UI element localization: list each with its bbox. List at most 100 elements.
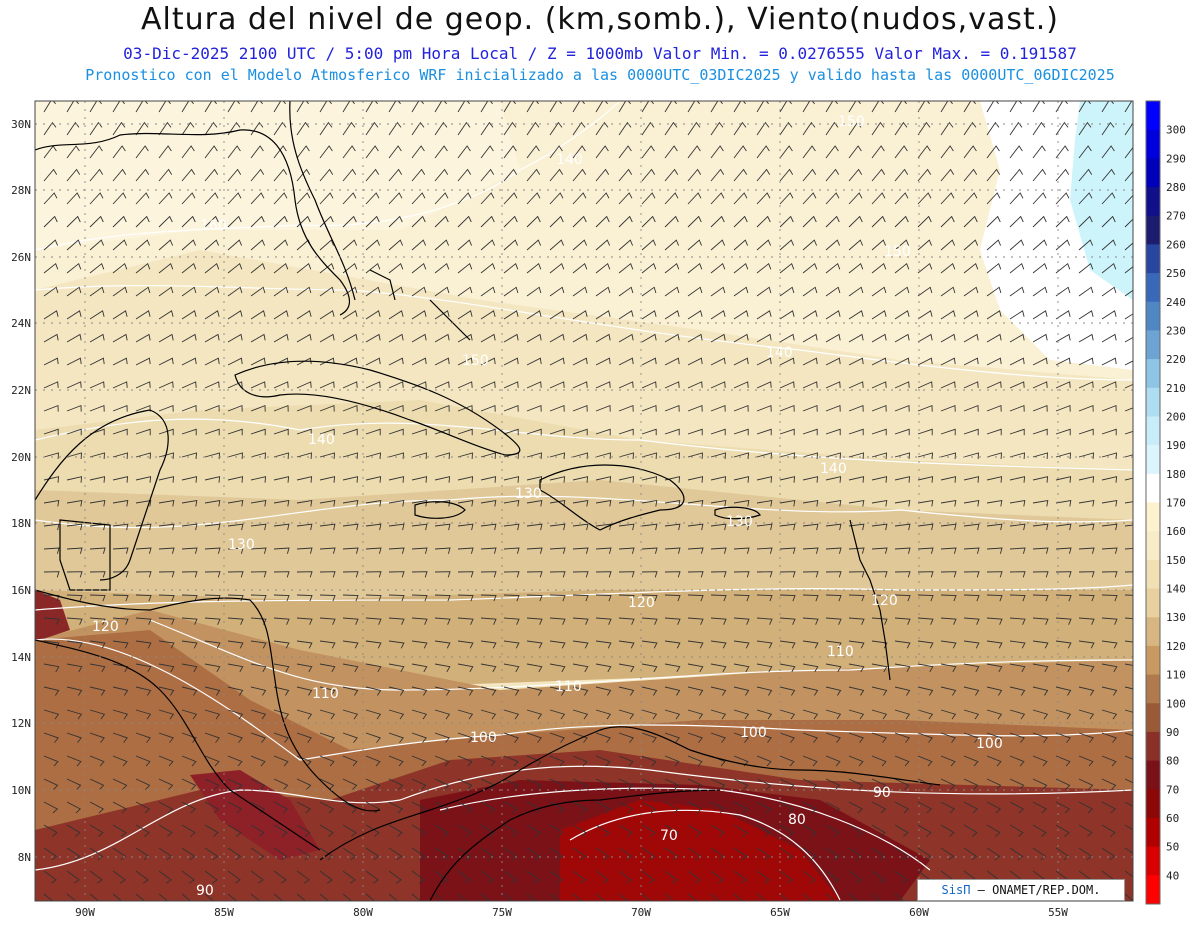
wind-barb bbox=[89, 594, 106, 602]
wind-barb bbox=[112, 594, 129, 602]
wind-barb bbox=[181, 428, 197, 436]
wind-barb bbox=[733, 847, 748, 861]
wind-barb bbox=[480, 452, 496, 460]
lat-label: 30N bbox=[11, 118, 31, 131]
wind-barb bbox=[1124, 571, 1133, 573]
wind-barb bbox=[319, 732, 335, 743]
wind-barb bbox=[894, 192, 909, 205]
wind-barb bbox=[963, 594, 980, 602]
wind-barb bbox=[986, 824, 1001, 837]
wind-barb bbox=[917, 310, 933, 320]
wind-barb bbox=[135, 239, 151, 251]
wind-barb bbox=[687, 594, 704, 602]
wind-barb bbox=[296, 357, 312, 366]
wind-barb bbox=[779, 121, 793, 136]
wind-barb bbox=[503, 594, 520, 602]
wind-barb bbox=[250, 686, 267, 696]
wind-barb bbox=[963, 732, 979, 743]
wind-barb bbox=[388, 801, 404, 814]
colorbar-label: 250 bbox=[1166, 267, 1186, 280]
wind-barb bbox=[1055, 121, 1069, 136]
wind-barb bbox=[779, 452, 795, 460]
wind-barb bbox=[572, 893, 583, 901]
wind-barb bbox=[43, 101, 56, 113]
wind-barb bbox=[1124, 454, 1133, 458]
wind-barb bbox=[434, 192, 449, 205]
wind-barb bbox=[411, 428, 427, 436]
wind-barb bbox=[664, 571, 681, 578]
wind-barb bbox=[112, 686, 129, 696]
wind-barb bbox=[664, 428, 680, 436]
wind-barb bbox=[572, 547, 589, 554]
wind-barb bbox=[526, 192, 541, 205]
wind-barb bbox=[411, 215, 426, 228]
wind-barb bbox=[572, 192, 587, 205]
wind-barb bbox=[1078, 357, 1094, 366]
wind-barb bbox=[618, 476, 635, 483]
wind-barb bbox=[43, 778, 59, 790]
wind-barb bbox=[779, 428, 795, 436]
wind-barb bbox=[963, 476, 980, 483]
wind-barb bbox=[1124, 101, 1133, 113]
wind-barb bbox=[158, 310, 174, 320]
wind-barb bbox=[273, 168, 288, 182]
wind-barb bbox=[89, 663, 106, 673]
wind-barb bbox=[779, 381, 795, 389]
wind-barb bbox=[687, 801, 703, 814]
wind-barb bbox=[641, 333, 657, 343]
wind-barb bbox=[641, 357, 657, 366]
wind-barb bbox=[319, 663, 336, 673]
wind-barb bbox=[503, 617, 520, 625]
wind-barb bbox=[250, 381, 266, 389]
wind-barb bbox=[802, 215, 817, 228]
wind-barb bbox=[1032, 571, 1049, 578]
wind-barb bbox=[204, 640, 221, 649]
colorbar-swatch bbox=[1146, 215, 1160, 245]
wind-barb bbox=[480, 215, 495, 228]
wind-barb bbox=[641, 686, 658, 696]
wind-barb bbox=[894, 499, 911, 507]
wind-barb bbox=[940, 847, 955, 861]
wind-barb bbox=[66, 168, 81, 182]
wind-barb bbox=[503, 101, 516, 113]
wind-barb bbox=[89, 686, 106, 696]
wind-barb bbox=[342, 617, 359, 625]
wind-barb bbox=[43, 239, 59, 251]
wind-barb bbox=[480, 847, 495, 861]
wind-barb bbox=[296, 192, 311, 205]
colorbar-swatch bbox=[1146, 588, 1160, 618]
wind-barb bbox=[89, 357, 105, 366]
wind-barb bbox=[319, 404, 335, 412]
wind-barb bbox=[250, 663, 267, 673]
wind-barb bbox=[66, 571, 83, 578]
wind-barb bbox=[963, 571, 980, 578]
wind-barb bbox=[871, 121, 885, 136]
wind-barb bbox=[273, 755, 289, 767]
wind-barb bbox=[1101, 801, 1117, 814]
wind-barb bbox=[1078, 168, 1093, 182]
wind-barb bbox=[526, 709, 543, 720]
wind-barb bbox=[296, 824, 311, 837]
wind-barb bbox=[1055, 357, 1071, 366]
wind-barb bbox=[595, 145, 609, 159]
wind-barb bbox=[480, 709, 497, 720]
wind-barb bbox=[388, 640, 405, 649]
colorbar-swatch bbox=[1146, 875, 1160, 905]
wind-barb bbox=[411, 262, 427, 274]
wind-barb bbox=[687, 192, 702, 205]
wind-barb bbox=[319, 824, 334, 837]
wind-barb bbox=[66, 262, 82, 274]
wind-barb bbox=[319, 192, 334, 205]
wind-barb bbox=[434, 571, 451, 578]
wind-barb bbox=[848, 617, 865, 625]
wind-barb bbox=[756, 381, 772, 389]
wind-barb bbox=[572, 594, 589, 602]
wind-barb bbox=[733, 310, 749, 320]
wind-barb bbox=[963, 778, 979, 790]
wind-barb bbox=[940, 262, 956, 274]
wind-barb bbox=[457, 452, 473, 460]
wind-barb bbox=[89, 215, 104, 228]
wind-barb bbox=[917, 801, 933, 814]
wind-barb bbox=[687, 121, 701, 136]
wind-barb bbox=[204, 893, 215, 901]
